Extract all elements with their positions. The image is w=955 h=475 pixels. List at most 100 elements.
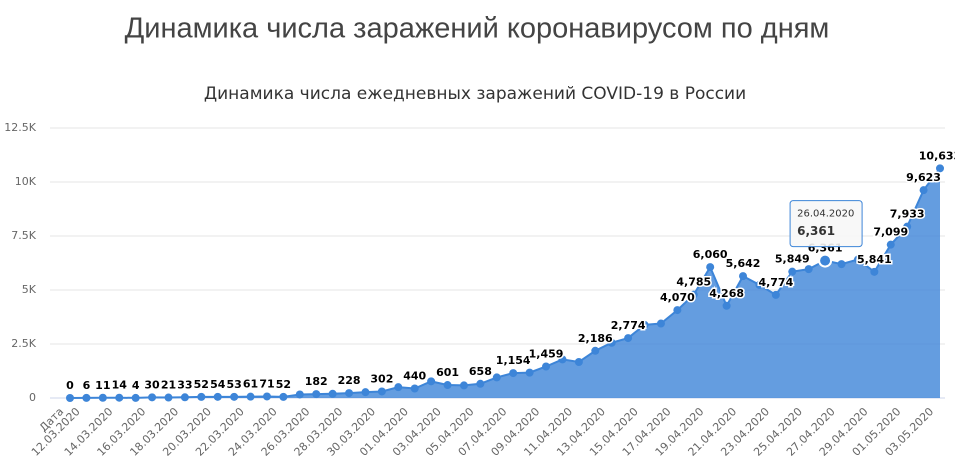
tooltip-date: 26.04.2020	[797, 209, 854, 220]
data-label: 4,070	[660, 291, 695, 304]
data-label: 6,060	[693, 248, 728, 261]
data-label: 0	[66, 379, 74, 392]
data-label: 1,154	[496, 354, 531, 367]
y-tick-label: 5K	[22, 283, 37, 296]
point	[328, 389, 337, 398]
point	[82, 393, 91, 402]
point	[476, 379, 485, 388]
point	[640, 320, 649, 329]
data-label: 11	[95, 379, 110, 392]
data-label: 21	[161, 379, 176, 392]
point	[345, 389, 354, 398]
point	[607, 338, 616, 347]
data-label: 52	[276, 378, 291, 391]
y-tick-label: 10K	[15, 175, 37, 188]
point	[525, 368, 534, 377]
point	[131, 393, 140, 402]
tooltip: 26.04.2020 6,361	[789, 200, 863, 248]
point	[164, 393, 173, 402]
point	[180, 393, 189, 402]
data-label: 1,459	[529, 347, 564, 360]
y-tick-label: 2.5K	[11, 337, 36, 350]
point	[377, 387, 386, 396]
point	[558, 355, 567, 364]
point	[459, 381, 468, 390]
data-label: 7,933	[890, 208, 925, 221]
point	[771, 290, 780, 299]
point	[656, 319, 665, 328]
point	[837, 260, 846, 269]
data-label: 5,849	[775, 253, 810, 266]
point	[706, 263, 715, 272]
point	[919, 186, 928, 195]
data-label: 52	[194, 378, 209, 391]
point	[689, 290, 698, 299]
point	[903, 222, 912, 231]
y-tick-label: 7.5K	[11, 229, 36, 242]
point	[230, 392, 239, 401]
point	[361, 388, 370, 397]
point	[148, 393, 157, 402]
point	[443, 381, 452, 390]
point	[66, 394, 74, 402]
point	[722, 301, 731, 310]
point	[394, 383, 403, 392]
data-label: 4,268	[709, 287, 744, 300]
data-label: 2,774	[611, 319, 646, 332]
data-label: 14	[112, 379, 128, 392]
data-label: 601	[436, 366, 459, 379]
point	[295, 390, 304, 399]
point	[624, 334, 633, 343]
point	[591, 346, 600, 355]
point	[246, 392, 255, 401]
data-label: 9,623	[906, 171, 941, 184]
y-tick-label: 12.5K	[4, 121, 36, 134]
tooltip-value: 6,361	[797, 224, 835, 238]
tooltip-box	[789, 200, 863, 248]
data-label: 61	[243, 378, 258, 391]
data-label: 182	[305, 375, 328, 388]
point	[673, 306, 682, 315]
data-label: 71	[259, 377, 274, 390]
point	[197, 392, 206, 401]
point	[492, 373, 501, 382]
point	[427, 377, 436, 386]
point	[312, 390, 321, 399]
point	[213, 392, 222, 401]
area	[70, 168, 940, 398]
data-label: 10,633	[919, 149, 955, 162]
data-label: 2,186	[578, 332, 613, 345]
point	[886, 240, 895, 249]
point	[755, 280, 764, 289]
point	[574, 357, 583, 366]
data-label: 4,785	[676, 276, 711, 289]
hover-point	[818, 253, 833, 268]
data-label: 302	[370, 372, 393, 385]
data-label: 30	[144, 378, 160, 391]
data-label: 658	[469, 365, 492, 378]
data-label: 53	[226, 378, 241, 391]
point	[804, 265, 813, 274]
data-label: 4,774	[758, 276, 793, 289]
data-label: 4	[132, 379, 140, 392]
data-label: 6	[83, 379, 91, 392]
point	[739, 272, 748, 281]
point	[542, 362, 551, 371]
point	[98, 393, 107, 402]
data-label: 228	[338, 374, 361, 387]
data-label: 440	[403, 369, 426, 382]
point	[262, 392, 271, 401]
data-label: 7,099	[873, 226, 908, 239]
y-tick-label: 0	[29, 391, 36, 404]
point	[509, 369, 518, 378]
data-label: 54	[210, 378, 226, 391]
data-label: 33	[177, 378, 192, 391]
chart-title: Динамика числа ежедневных заражений COVI…	[204, 84, 746, 104]
point	[870, 267, 879, 276]
data-label: 5,642	[726, 257, 761, 270]
point	[279, 392, 288, 401]
data-label: 5,841	[857, 253, 892, 266]
point	[936, 164, 944, 173]
point	[788, 267, 797, 276]
